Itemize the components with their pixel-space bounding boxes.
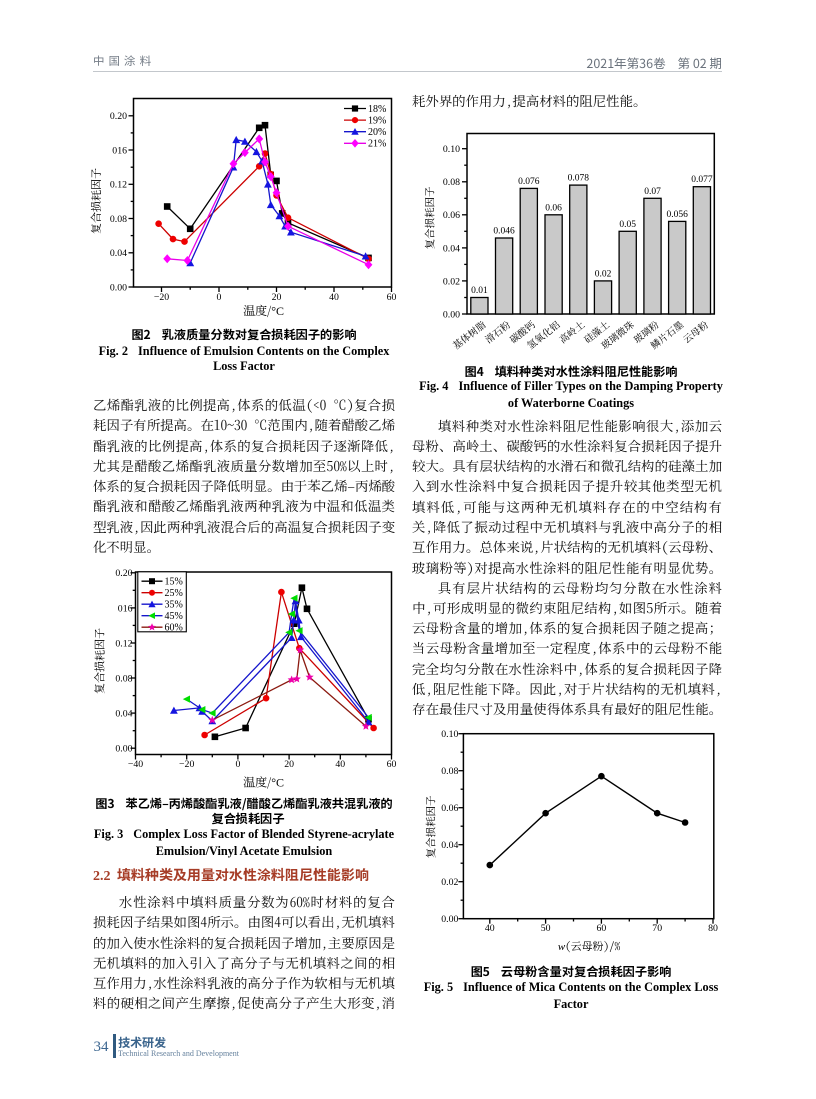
svg-text:0.077: 0.077	[691, 175, 713, 185]
svg-text:0: 0	[235, 759, 240, 770]
svg-text:0.01: 0.01	[471, 286, 488, 296]
svg-text:−20: −20	[154, 292, 169, 303]
svg-text:高岭土: 高岭土	[556, 317, 588, 346]
svg-text:复合损耗因子: 复合损耗因子	[424, 795, 439, 858]
svg-text:20: 20	[284, 759, 294, 770]
svg-text:016: 016	[112, 145, 127, 156]
svg-text:0.20: 0.20	[110, 111, 127, 122]
svg-text:25%: 25%	[165, 588, 183, 599]
svg-text:40: 40	[329, 292, 339, 303]
svg-text:−40: −40	[128, 759, 143, 770]
svg-text:0.12: 0.12	[110, 180, 127, 191]
svg-text:0.00: 0.00	[443, 309, 460, 320]
svg-text:复合损耗因子: 复合损耗因子	[423, 186, 438, 249]
svg-text:0.04: 0.04	[441, 840, 458, 851]
svg-text:0.10: 0.10	[443, 144, 460, 155]
svg-text:60: 60	[387, 292, 397, 303]
svg-text:0.078: 0.078	[568, 174, 590, 184]
svg-text:复合损耗因子: 复合损耗因子	[92, 628, 108, 694]
svg-text:20%: 20%	[368, 127, 386, 138]
svg-text:0.00: 0.00	[115, 744, 132, 755]
svg-text:60: 60	[387, 759, 397, 770]
svg-text:0.02: 0.02	[595, 269, 612, 279]
svg-text:0.04: 0.04	[110, 248, 127, 259]
svg-text:40: 40	[335, 759, 345, 770]
svg-text:温度/°C: 温度/°C	[242, 302, 284, 319]
svg-text:0.06: 0.06	[545, 203, 562, 213]
svg-text:18%: 18%	[368, 104, 386, 115]
svg-text:温度/°C: 温度/°C	[242, 774, 284, 791]
svg-text:0.04: 0.04	[443, 243, 460, 254]
svg-text:60: 60	[597, 923, 607, 934]
svg-text:云母粉: 云母粉	[679, 317, 711, 346]
svg-text:50: 50	[541, 923, 551, 934]
svg-text:0.06: 0.06	[443, 210, 460, 221]
svg-text:016: 016	[118, 603, 133, 614]
svg-text:0: 0	[217, 292, 222, 303]
svg-text:0.046: 0.046	[493, 227, 515, 237]
svg-text:0.00: 0.00	[441, 914, 458, 925]
svg-text:0.10: 0.10	[441, 729, 458, 740]
svg-text:0.056: 0.056	[667, 210, 689, 220]
svg-text:0.02: 0.02	[441, 877, 458, 888]
svg-text:19%: 19%	[368, 116, 386, 127]
svg-text:0.07: 0.07	[644, 187, 661, 197]
svg-text:滑石粉: 滑石粉	[482, 317, 514, 346]
svg-text:0.04: 0.04	[115, 709, 132, 720]
svg-text:0.08: 0.08	[110, 214, 127, 225]
svg-text:0.12: 0.12	[115, 638, 132, 649]
svg-text:0.08: 0.08	[441, 766, 458, 777]
svg-text:70: 70	[652, 923, 662, 934]
svg-text:0.02: 0.02	[443, 276, 460, 287]
svg-text:15%: 15%	[165, 577, 183, 588]
svg-text:0.08: 0.08	[443, 177, 460, 188]
svg-text:复合损耗因子: 复合损耗因子	[88, 168, 104, 234]
svg-text:60%: 60%	[165, 623, 183, 634]
svg-text:0.05: 0.05	[619, 220, 636, 230]
svg-text:0.08: 0.08	[115, 673, 132, 684]
svg-text:0.00: 0.00	[110, 282, 127, 293]
svg-text:45%: 45%	[165, 611, 183, 622]
svg-text:w（云母粉）/%: w（云母粉）/%	[558, 938, 621, 954]
svg-text:21%: 21%	[368, 139, 386, 150]
svg-text:20: 20	[272, 292, 282, 303]
svg-text:−20: −20	[179, 759, 194, 770]
svg-text:0.20: 0.20	[115, 568, 132, 579]
svg-text:0.076: 0.076	[518, 177, 540, 187]
svg-text:0.06: 0.06	[441, 803, 458, 814]
svg-text:80: 80	[708, 923, 718, 934]
svg-text:40: 40	[485, 923, 495, 934]
svg-text:35%: 35%	[165, 600, 183, 611]
